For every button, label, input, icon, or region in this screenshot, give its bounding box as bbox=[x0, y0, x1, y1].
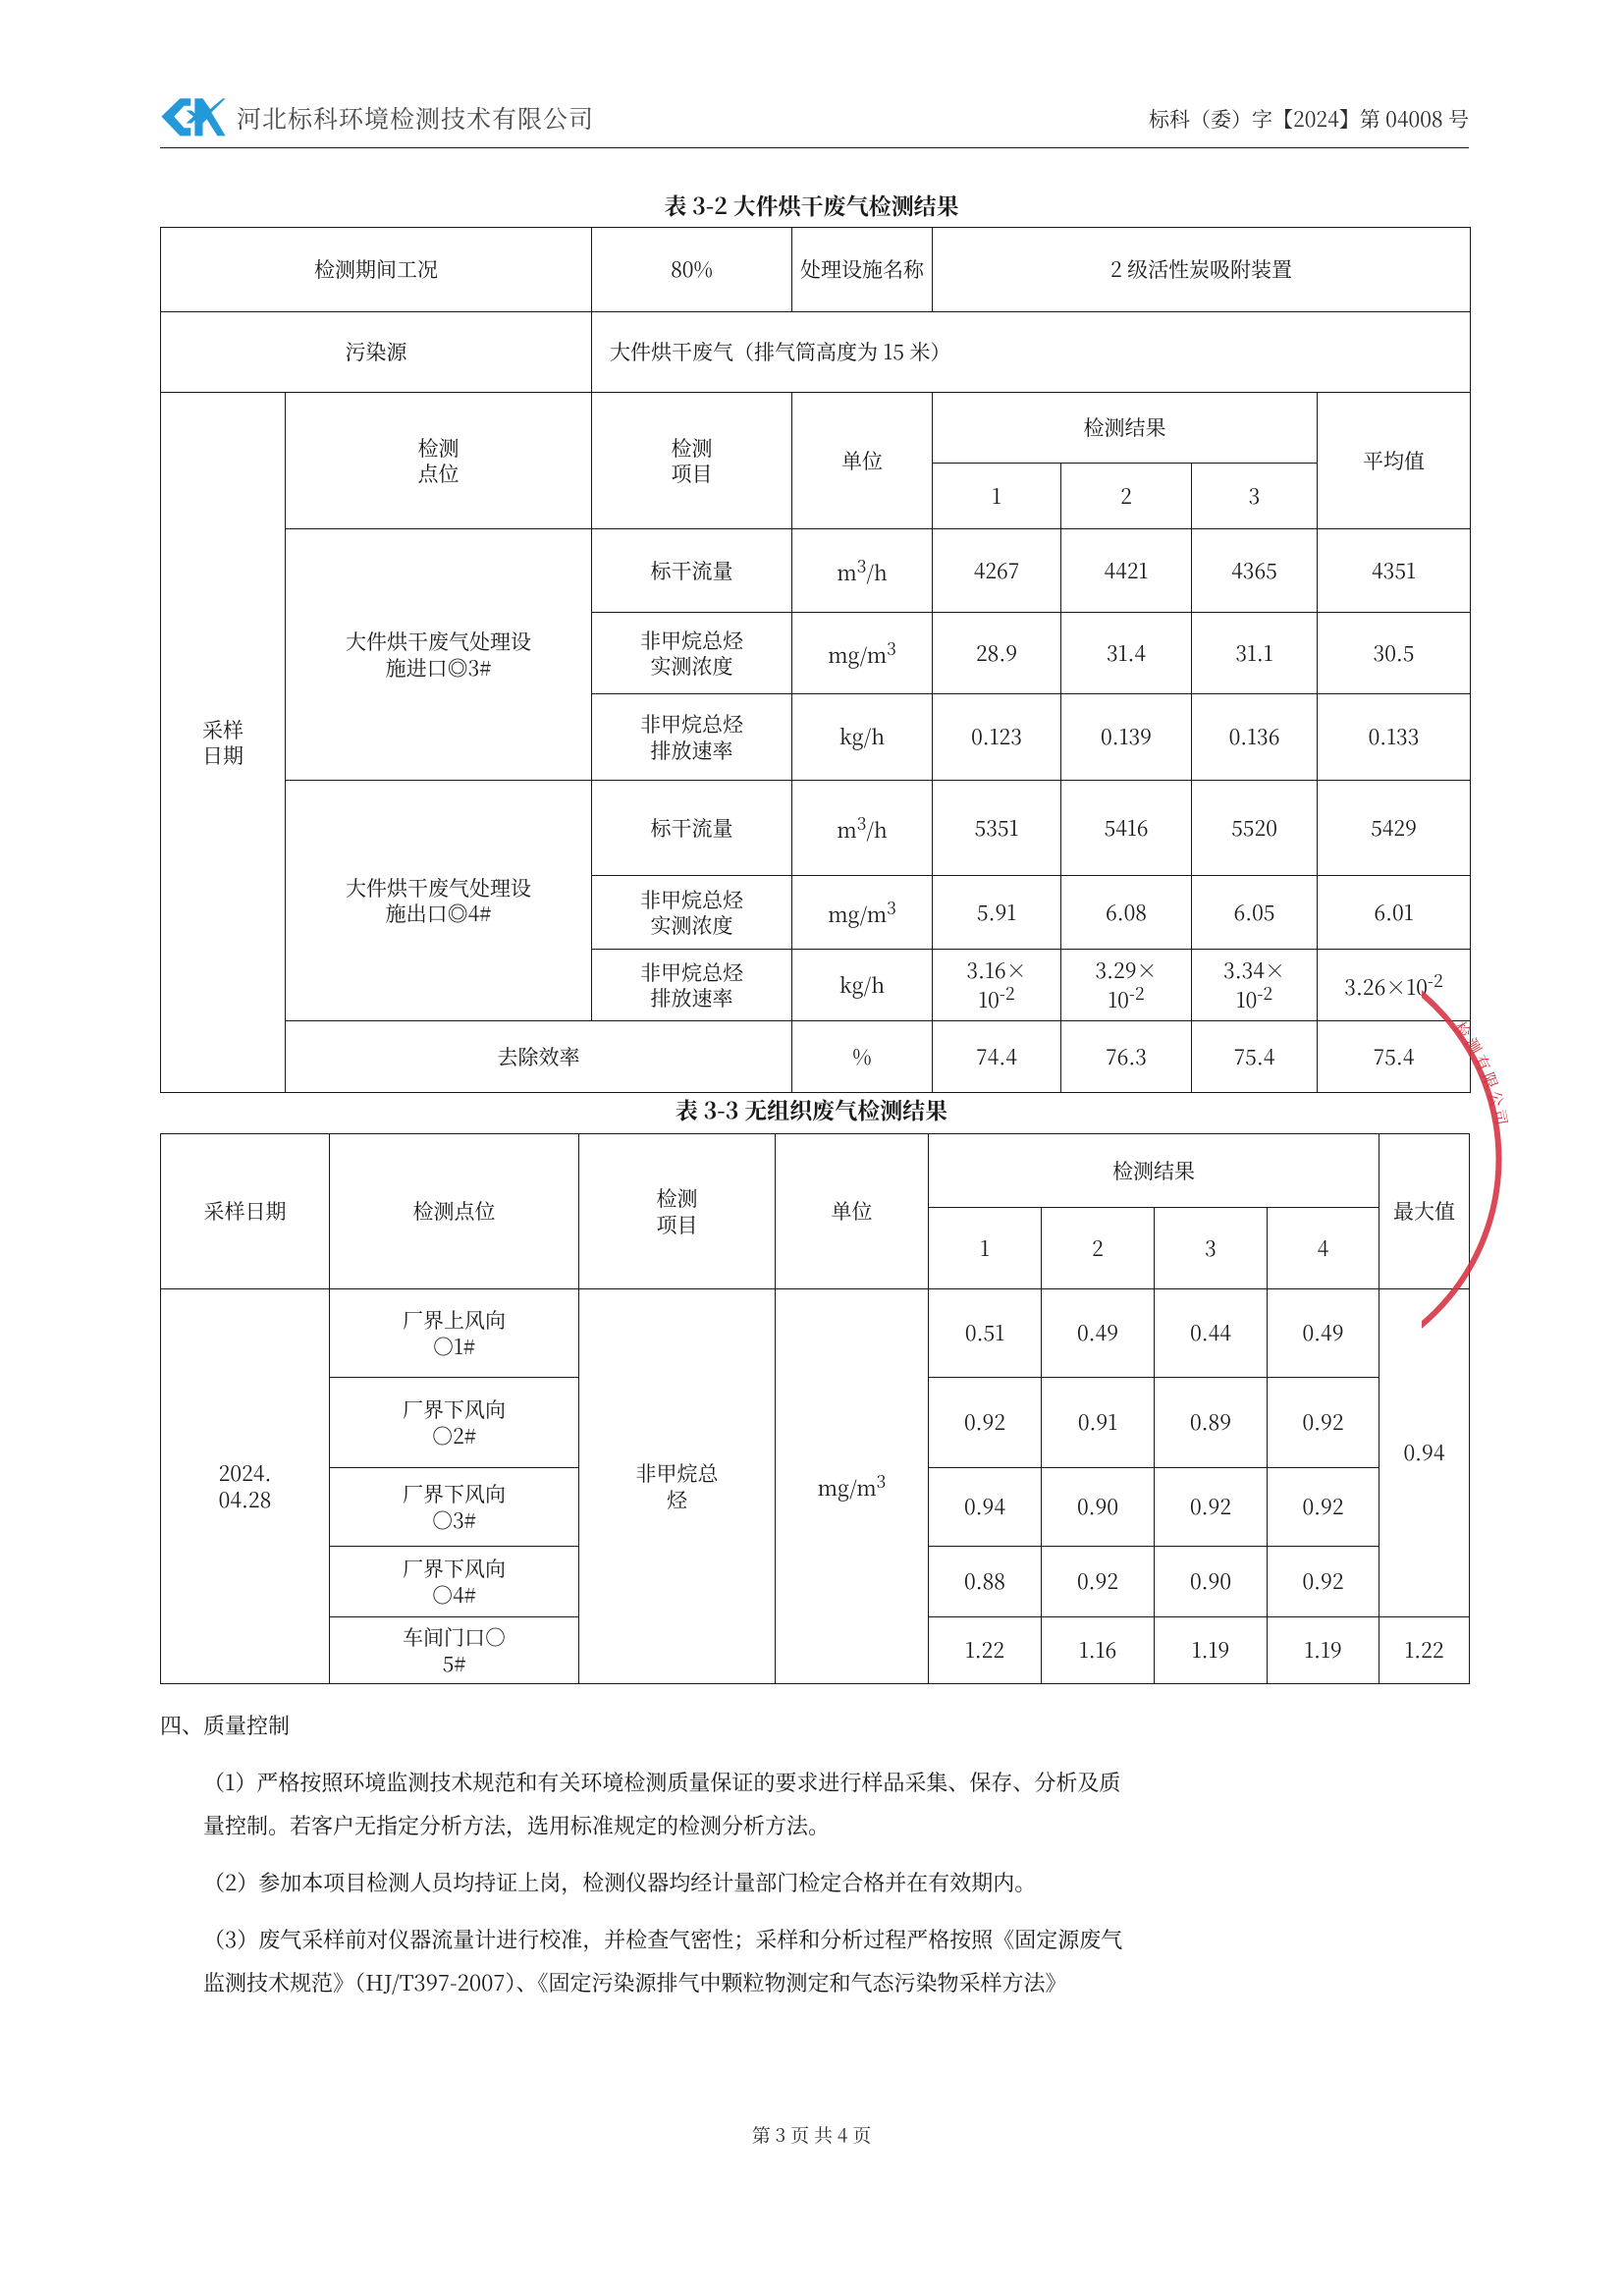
svg-text:检测有限公司: 检测有限公司 bbox=[1449, 1016, 1514, 1129]
